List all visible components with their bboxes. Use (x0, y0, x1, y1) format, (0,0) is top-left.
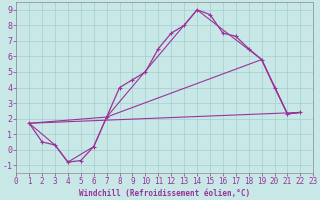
X-axis label: Windchill (Refroidissement éolien,°C): Windchill (Refroidissement éolien,°C) (79, 189, 250, 198)
